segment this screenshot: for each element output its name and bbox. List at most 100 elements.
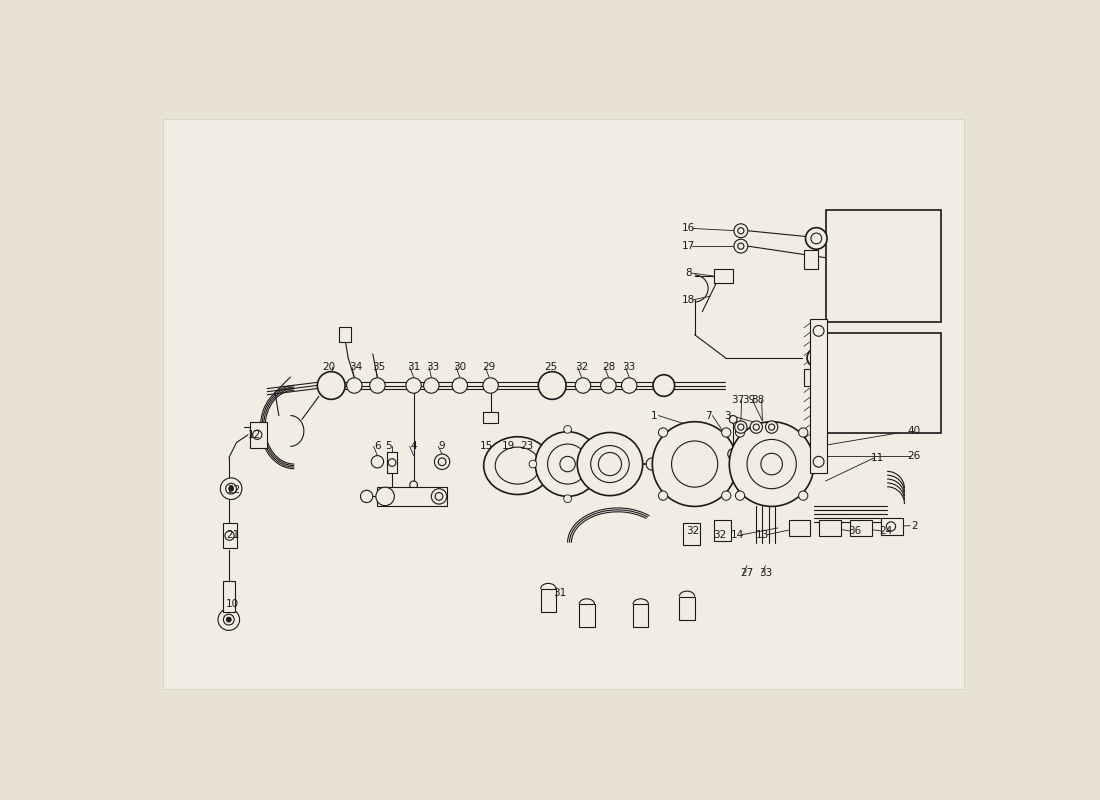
Circle shape bbox=[735, 421, 747, 434]
Circle shape bbox=[563, 426, 572, 434]
Circle shape bbox=[452, 378, 468, 394]
Bar bbox=[541, 589, 557, 612]
Circle shape bbox=[747, 439, 796, 489]
Bar bbox=[680, 597, 695, 619]
Circle shape bbox=[536, 432, 600, 496]
Circle shape bbox=[318, 372, 345, 399]
Text: 12: 12 bbox=[248, 430, 261, 440]
Text: 6: 6 bbox=[374, 442, 381, 451]
Circle shape bbox=[560, 456, 575, 472]
Bar bbox=[222, 523, 236, 548]
Text: 38: 38 bbox=[751, 395, 764, 405]
Circle shape bbox=[659, 491, 668, 500]
Circle shape bbox=[529, 460, 537, 468]
Circle shape bbox=[601, 378, 616, 394]
Circle shape bbox=[738, 424, 744, 430]
Text: 16: 16 bbox=[682, 223, 695, 234]
Text: 33: 33 bbox=[426, 362, 440, 372]
Circle shape bbox=[671, 441, 717, 487]
Text: 31: 31 bbox=[407, 362, 420, 372]
Circle shape bbox=[223, 614, 234, 625]
Text: 7: 7 bbox=[705, 410, 712, 421]
Circle shape bbox=[722, 491, 730, 500]
Circle shape bbox=[229, 486, 233, 491]
Circle shape bbox=[761, 454, 782, 475]
Circle shape bbox=[226, 483, 236, 494]
Circle shape bbox=[575, 378, 591, 394]
Circle shape bbox=[738, 243, 744, 250]
Ellipse shape bbox=[591, 446, 629, 482]
Bar bbox=[825, 333, 942, 434]
Circle shape bbox=[598, 453, 622, 476]
Text: 40: 40 bbox=[908, 426, 921, 436]
Circle shape bbox=[409, 481, 418, 489]
Text: 34: 34 bbox=[349, 362, 363, 372]
Text: 22: 22 bbox=[228, 486, 241, 495]
Circle shape bbox=[438, 458, 446, 466]
Text: 33: 33 bbox=[759, 568, 772, 578]
Circle shape bbox=[483, 378, 498, 394]
Circle shape bbox=[812, 353, 821, 362]
Circle shape bbox=[807, 349, 826, 367]
Bar bbox=[634, 604, 648, 627]
Circle shape bbox=[621, 378, 637, 394]
Circle shape bbox=[722, 428, 730, 437]
Circle shape bbox=[218, 609, 240, 630]
Circle shape bbox=[754, 424, 759, 430]
Circle shape bbox=[811, 233, 822, 244]
Text: 8: 8 bbox=[685, 268, 692, 278]
Ellipse shape bbox=[495, 447, 540, 484]
Circle shape bbox=[799, 428, 807, 437]
Circle shape bbox=[813, 326, 824, 336]
Bar bbox=[825, 210, 942, 322]
Bar bbox=[714, 519, 730, 541]
Text: 30: 30 bbox=[453, 362, 466, 372]
Bar bbox=[789, 519, 810, 537]
Circle shape bbox=[434, 454, 450, 470]
Circle shape bbox=[388, 458, 396, 466]
Text: 18: 18 bbox=[682, 295, 695, 305]
Circle shape bbox=[653, 374, 674, 396]
Circle shape bbox=[370, 378, 385, 394]
Circle shape bbox=[227, 618, 231, 622]
Text: 19: 19 bbox=[502, 442, 515, 451]
Text: 29: 29 bbox=[483, 362, 496, 372]
Ellipse shape bbox=[484, 437, 551, 494]
Text: 26: 26 bbox=[908, 451, 921, 462]
Circle shape bbox=[750, 421, 762, 434]
Text: 3: 3 bbox=[724, 410, 730, 421]
Bar bbox=[377, 487, 447, 506]
Bar bbox=[804, 370, 818, 386]
Circle shape bbox=[734, 224, 748, 238]
Circle shape bbox=[548, 444, 587, 484]
Text: 2: 2 bbox=[911, 521, 917, 530]
Text: 27: 27 bbox=[740, 568, 754, 578]
Bar bbox=[339, 327, 351, 342]
Text: 4: 4 bbox=[410, 442, 417, 451]
Text: 39: 39 bbox=[741, 395, 756, 405]
Circle shape bbox=[805, 228, 827, 250]
Circle shape bbox=[736, 491, 745, 500]
Circle shape bbox=[887, 522, 895, 531]
Circle shape bbox=[371, 455, 384, 468]
Circle shape bbox=[346, 378, 362, 394]
Bar bbox=[683, 523, 700, 545]
Bar bbox=[580, 604, 595, 627]
Circle shape bbox=[734, 239, 748, 253]
Bar bbox=[387, 452, 397, 474]
Bar bbox=[850, 519, 871, 537]
Circle shape bbox=[424, 378, 439, 394]
Circle shape bbox=[769, 424, 774, 430]
Circle shape bbox=[736, 428, 745, 437]
Circle shape bbox=[406, 378, 421, 394]
Bar bbox=[251, 422, 267, 448]
Circle shape bbox=[729, 415, 737, 423]
Text: 20: 20 bbox=[322, 362, 335, 372]
Bar bbox=[810, 319, 827, 474]
Text: 33: 33 bbox=[623, 362, 636, 372]
Bar bbox=[881, 518, 902, 535]
Circle shape bbox=[376, 487, 395, 506]
Text: 13: 13 bbox=[756, 530, 769, 540]
Bar bbox=[714, 270, 733, 283]
Circle shape bbox=[729, 422, 814, 506]
